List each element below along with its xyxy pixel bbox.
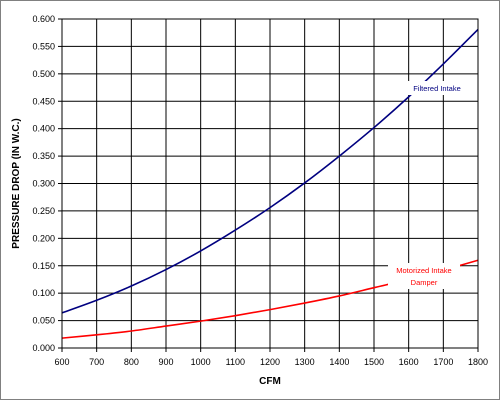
y-tick-label: 0.400 [32,124,55,134]
x-tick-label: 1400 [329,357,349,367]
y-tick-label: 0.300 [32,179,55,189]
series-labels: Filtered Intake Motorized Intake Damper [388,81,470,289]
x-tick-label: 1000 [191,357,211,367]
x-tick-label: 800 [124,357,139,367]
x-tick-label: 900 [158,357,173,367]
x-tick-label: 1200 [260,357,280,367]
y-axis-label: PRESSURE DROP (IN W.C.) [11,118,22,248]
y-tick-label: 0.000 [32,343,55,353]
y-tick-label: 0.450 [32,96,55,106]
series-line-0 [61,28,479,314]
series-label: Filtered Intake [413,84,461,93]
x-tick-label: 1700 [433,357,453,367]
y-tick-label: 0.550 [32,41,55,51]
x-tick-label: 1600 [399,357,419,367]
series-label-bg [404,81,470,95]
series-label: Damper [411,278,438,287]
y-tick-label: 0.200 [32,233,55,243]
y-tick-label: 0.600 [32,14,55,24]
plot-area-border [61,18,479,349]
y-tick-label: 0.500 [32,69,55,79]
x-tick-label: 600 [54,357,69,367]
y-tick-label: 0.250 [32,206,55,216]
x-tick-label: 1500 [364,357,384,367]
x-tick-label: 1800 [468,357,488,367]
y-tick-label: 0.350 [32,151,55,161]
series-label-bg [388,263,460,289]
y-tick-label: 0.150 [32,261,55,271]
tick-labels: 600 700 800 900 1000 1100 1200 1300 1400 1500 1600… [32,14,488,367]
x-tick-label: 1300 [295,357,315,367]
x-tick-label: 1100 [226,357,245,367]
y-tick-label: 0.100 [32,288,55,298]
series-label: Motorized Intake [396,266,451,275]
x-tick-label: 700 [89,357,104,367]
y-tick-label: 0.050 [32,316,55,326]
x-axis-label: CFM [259,376,281,387]
